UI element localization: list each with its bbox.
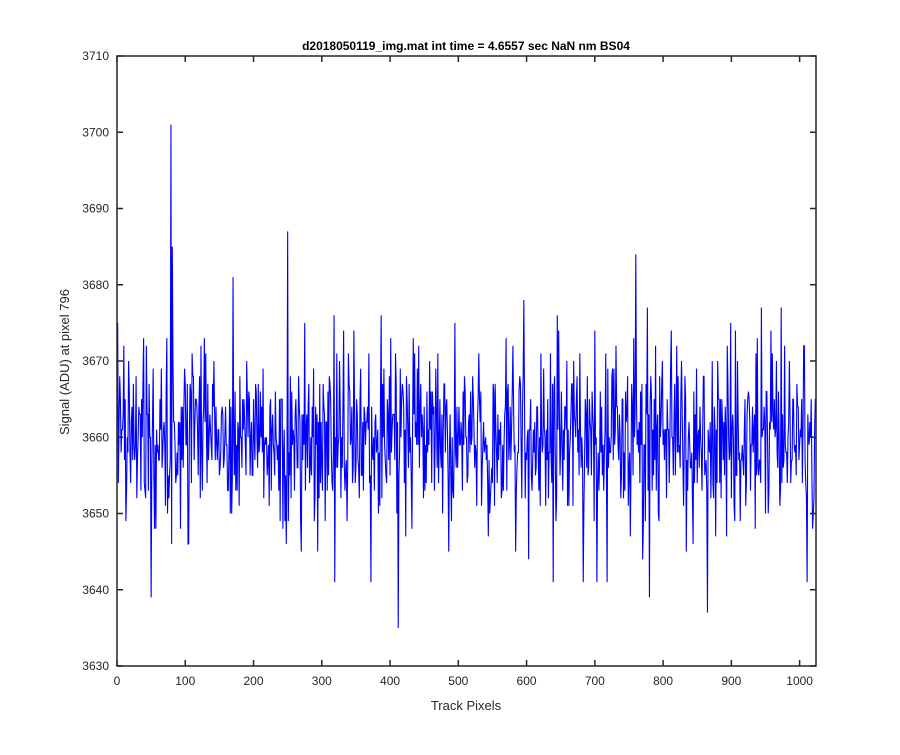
plot-area [117, 124, 816, 628]
x-tick-label: 800 [653, 674, 673, 688]
y-tick-label: 3710 [82, 49, 109, 63]
x-tick-label: 900 [721, 674, 741, 688]
x-axis-label: Track Pixels [431, 698, 502, 713]
axes: 0 100 200 300 400 500 600 700 800 900 1000 3630 3640… [82, 49, 817, 688]
y-tick-label: 3670 [82, 354, 109, 368]
y-tick-label: 3660 [82, 430, 109, 444]
x-tick-label: 500 [448, 674, 468, 688]
y-tick-label: 3630 [82, 659, 109, 673]
x-tick-label: 600 [517, 674, 537, 688]
x-tick-label: 100 [175, 674, 195, 688]
x-tick-label: 0 [114, 674, 121, 688]
y-tick-label: 3680 [82, 278, 109, 292]
y-tick-label: 3640 [82, 583, 109, 597]
y-tick-label: 3700 [82, 125, 109, 139]
x-tick-label: 1000 [786, 674, 813, 688]
y-tick-label: 3650 [82, 507, 109, 521]
x-tick-label: 400 [380, 674, 400, 688]
x-tick-label: 700 [585, 674, 605, 688]
x-tick-label: 200 [244, 674, 264, 688]
signal-series-line [117, 124, 816, 628]
y-axis-label: Signal (ADU) at pixel 796 [57, 289, 72, 435]
y-tick-label: 3690 [82, 202, 109, 216]
x-tick-label: 300 [312, 674, 332, 688]
chart-title: d2018050119_img.mat int time = 4.6557 se… [302, 39, 630, 53]
